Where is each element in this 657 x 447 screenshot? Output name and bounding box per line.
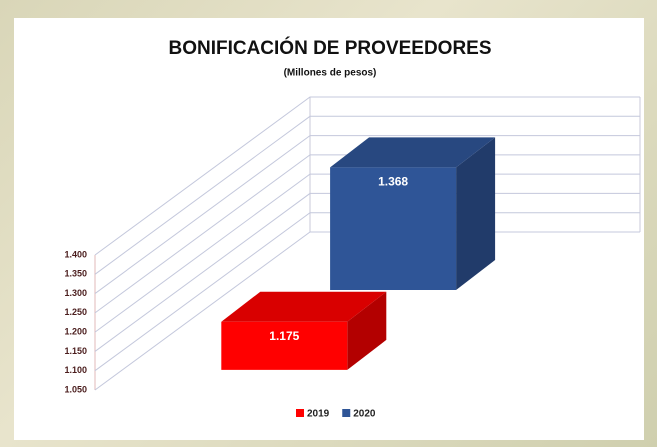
grid-line xyxy=(94,115,640,275)
legend-swatch xyxy=(296,409,304,417)
bar xyxy=(330,137,496,290)
y-tick-label: 1.250 xyxy=(64,307,87,317)
grid-line xyxy=(94,231,640,391)
chart-title: BONIFICACIÓN DE PROVEEDORES xyxy=(168,37,491,59)
data-label: 1.368 xyxy=(378,175,408,189)
bar-top xyxy=(221,291,387,322)
grid-line xyxy=(94,96,640,256)
y-tick-label: 1.400 xyxy=(64,249,87,259)
bar xyxy=(221,291,387,370)
y-tick-label: 1.350 xyxy=(64,269,87,279)
data-label: 1.175 xyxy=(269,329,299,343)
y-tick-label: 1.100 xyxy=(64,365,87,375)
legend-swatch xyxy=(342,409,351,417)
grid-line xyxy=(94,173,640,333)
bar-top xyxy=(330,137,496,168)
legend-label: 2019 xyxy=(307,409,330,420)
bar-front xyxy=(330,167,457,290)
grid-line xyxy=(94,154,640,314)
grid-line xyxy=(94,212,640,372)
chart-area xyxy=(14,18,644,440)
legend-label: 2020 xyxy=(353,409,376,420)
y-tick-label: 1.200 xyxy=(64,327,87,337)
chart-subtitle: (Millones de pesos) xyxy=(284,68,377,79)
y-tick-label: 1.150 xyxy=(64,346,87,356)
y-tick-label: 1.300 xyxy=(64,288,87,298)
bar-front xyxy=(221,321,348,370)
bar-side xyxy=(456,137,496,290)
y-tick-label: 1.050 xyxy=(64,384,87,394)
grid-line xyxy=(94,192,640,352)
grid-line xyxy=(94,135,640,294)
bar-side xyxy=(347,291,387,370)
